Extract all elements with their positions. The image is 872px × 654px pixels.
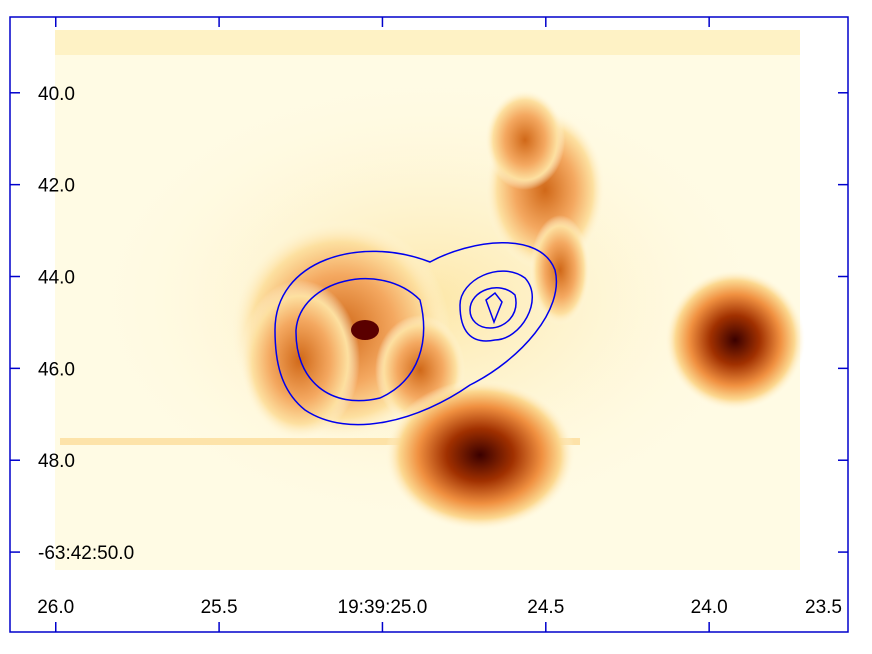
y-tick-label: 46.0 xyxy=(38,359,75,380)
y-tick-label: -63:42:50.0 xyxy=(38,543,134,564)
x-tick-label: 26.0 xyxy=(37,597,74,618)
contours xyxy=(274,242,558,426)
x-tick-label: 19:39:25.0 xyxy=(338,597,428,618)
y-tick-label: 42.0 xyxy=(38,176,75,197)
x-tick-label: 24.0 xyxy=(691,597,728,618)
x-tick-label: 25.5 xyxy=(201,597,238,618)
y-tick-label: 44.0 xyxy=(38,268,75,289)
y-tick-label: 40.0 xyxy=(38,84,75,105)
x-tick-label: 23.5 xyxy=(805,597,842,618)
y-tick-label: 48.0 xyxy=(38,451,75,472)
frame xyxy=(9,16,849,633)
image xyxy=(55,30,805,570)
x-tick-label: 24.5 xyxy=(527,597,564,618)
